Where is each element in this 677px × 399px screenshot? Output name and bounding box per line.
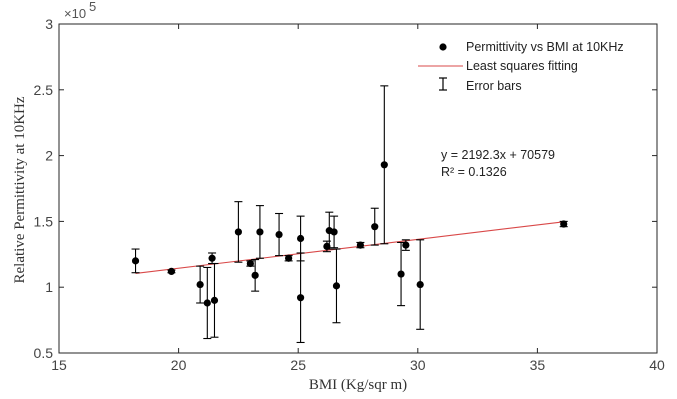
y-tick-label: 2.5 [34, 82, 54, 98]
data-point [275, 230, 283, 239]
y-tick-label: 0.5 [34, 345, 54, 361]
data-point [246, 259, 254, 268]
data-point [285, 254, 293, 262]
legend-dot-marker [439, 43, 447, 51]
data-point [208, 254, 216, 262]
data-point [402, 241, 410, 249]
data-point [560, 220, 568, 228]
x-tick-label: 40 [649, 357, 665, 373]
y-axis: 0.5 1 1.5 2 2.5 3 [34, 16, 657, 361]
legend-errorbar-marker [439, 77, 447, 91]
legend-label-errorbars: Error bars [466, 79, 522, 93]
legend-label-points: Permittivity vs BMI at 10KHz [466, 40, 624, 54]
fit-line [135, 221, 564, 274]
x-tick-label: 20 [171, 357, 187, 373]
plot-frame [58, 23, 658, 354]
data-point [332, 282, 341, 290]
y-tick-label: 3 [45, 16, 53, 32]
data-point [251, 271, 259, 279]
data-point [203, 299, 211, 307]
y-tick-label: 1.5 [34, 213, 54, 229]
fit-layer [135, 221, 564, 274]
x-tick-label: 30 [410, 357, 426, 373]
data-point [131, 257, 140, 265]
point-layer [131, 161, 568, 307]
x-tick-label: 25 [290, 357, 306, 373]
fit-equation: y = 2192.3x + 70579 [441, 148, 555, 162]
data-point [210, 296, 219, 304]
y-tick-label: 1 [45, 279, 53, 295]
y-multiplier-exponent: 5 [89, 0, 96, 14]
data-point [296, 294, 305, 302]
data-point [380, 161, 388, 169]
plot-area [58, 23, 658, 354]
data-point [196, 280, 204, 289]
data-point [256, 228, 264, 236]
legend-label-fit: Least squares fitting [466, 59, 578, 73]
data-point [330, 228, 338, 236]
x-axis: 15 20 25 30 35 40 [51, 24, 665, 373]
x-axis-title: BMI (Kg/sqr m) [309, 377, 407, 393]
data-point [356, 241, 364, 249]
data-point [167, 267, 176, 276]
data-point [371, 223, 379, 231]
y-tick-label: 2 [45, 148, 53, 164]
legend: Permittivity vs BMI at 10KHz Least squar… [418, 40, 624, 93]
fit-r-squared: R² = 0.1326 [441, 165, 507, 179]
y-axis-title: Relative Permittivity at 10KHz [12, 96, 28, 283]
data-point [323, 242, 331, 251]
x-tick-label: 35 [530, 357, 546, 373]
data-point [416, 280, 424, 289]
data-point [397, 270, 405, 278]
x-tick-label: 15 [51, 357, 67, 373]
data-point [296, 234, 305, 243]
y-multiplier-base: ×10 [64, 6, 86, 21]
data-point [234, 228, 242, 236]
